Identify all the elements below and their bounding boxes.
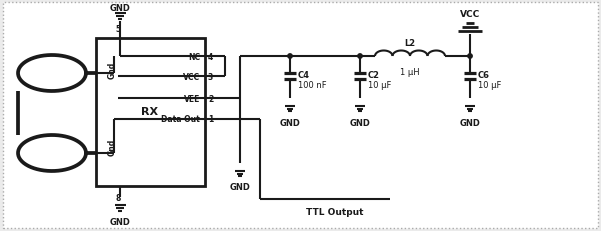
FancyBboxPatch shape <box>96 39 205 186</box>
Circle shape <box>288 55 292 59</box>
Text: Data Out: Data Out <box>161 115 200 124</box>
Text: GND: GND <box>109 4 130 13</box>
Text: VCC: VCC <box>460 10 480 19</box>
Text: C4: C4 <box>298 70 310 79</box>
Text: 10 μF: 10 μF <box>368 80 391 89</box>
Text: NC: NC <box>188 52 200 61</box>
Text: GND: GND <box>460 119 480 128</box>
Text: 10 μF: 10 μF <box>478 80 501 89</box>
Text: 1: 1 <box>208 115 213 124</box>
FancyBboxPatch shape <box>3 3 598 228</box>
Text: VCC: VCC <box>183 72 200 81</box>
Text: 2: 2 <box>208 94 213 103</box>
Text: 5: 5 <box>115 25 121 34</box>
Text: 1 μH: 1 μH <box>400 68 420 77</box>
Text: C6: C6 <box>478 70 490 79</box>
Text: 3: 3 <box>208 72 213 81</box>
Text: RX: RX <box>141 106 159 116</box>
Text: GND: GND <box>230 182 251 191</box>
Circle shape <box>468 55 472 59</box>
Text: VEE: VEE <box>184 94 200 103</box>
Text: C2: C2 <box>368 70 380 79</box>
Text: Gnd: Gnd <box>108 138 117 155</box>
Text: GND: GND <box>350 119 370 128</box>
Text: TTL Output: TTL Output <box>307 207 364 216</box>
Circle shape <box>358 55 362 59</box>
Text: L2: L2 <box>404 39 415 48</box>
Text: 100 nF: 100 nF <box>298 80 326 89</box>
Text: GND: GND <box>279 119 300 128</box>
Text: 4: 4 <box>208 52 213 61</box>
Text: 8: 8 <box>115 193 121 202</box>
Text: GND: GND <box>109 217 130 226</box>
Text: Gnd: Gnd <box>108 61 117 78</box>
